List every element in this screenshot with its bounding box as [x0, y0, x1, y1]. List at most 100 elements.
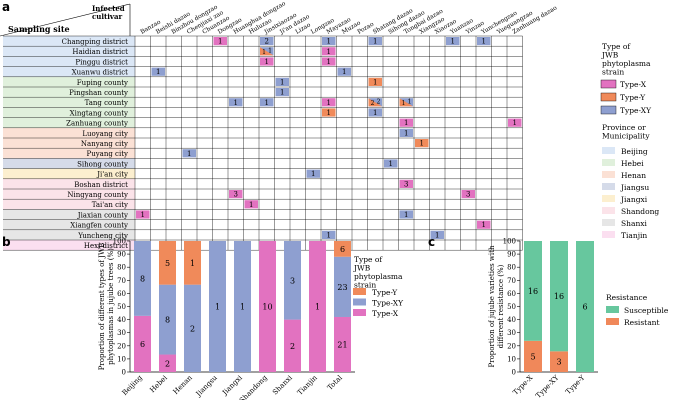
legend-label: Type-X: [620, 80, 647, 89]
y-tick-label: 90: [117, 251, 126, 259]
bar-value-label: 1: [190, 259, 195, 268]
bar-value-label: 3: [556, 358, 561, 367]
bar-value-label: 2: [165, 359, 170, 368]
panel-a-label: a: [2, 0, 10, 14]
bar-value-label: 1: [240, 303, 245, 312]
cell-value: 1: [265, 58, 269, 66]
site-row-bg: [3, 107, 135, 118]
y-tick-label: 70: [507, 277, 516, 285]
site-label: Pinggu district: [75, 58, 128, 66]
bar-segment-XY: [209, 241, 226, 372]
bar-segment-X: [134, 315, 151, 372]
cell-XY: [229, 98, 243, 107]
cell-split-bg: [399, 98, 413, 107]
y-tick-label: 20: [117, 342, 126, 350]
cell-value: 1: [249, 201, 253, 209]
bar-value-label: 16: [554, 292, 564, 301]
cell-value: 1: [482, 221, 486, 229]
bar-segment-XY: [159, 284, 176, 355]
corner-diagonal: [0, 3, 131, 37]
cell-value: 1: [311, 170, 315, 178]
cell-value: 3: [234, 191, 238, 199]
y-tick-label: 40: [117, 316, 126, 324]
cell-value: 1: [265, 99, 269, 107]
y-axis-label: Proportion of jujube varieties withdiffe…: [488, 245, 505, 367]
cell-X: [399, 118, 413, 127]
legend-label: Shanxi: [621, 219, 647, 228]
bar-value-label: 3: [290, 276, 295, 285]
bar-segment-susceptible: [524, 241, 542, 341]
bar-segment-XY: [134, 241, 151, 316]
cell-value: 1: [402, 100, 406, 107]
legend-label: Susceptible: [624, 306, 669, 315]
legend-swatch-Y: [600, 92, 617, 102]
site-label: Tang county: [85, 99, 128, 107]
bar-segment-susceptible: [576, 241, 594, 372]
cell-value: 1: [262, 49, 266, 56]
y-tick-label: 0: [122, 369, 126, 377]
cell-X: [508, 118, 522, 127]
site-label: Hexi district: [84, 242, 128, 250]
site-row-bg: [3, 46, 135, 57]
cell-value: 1: [268, 48, 272, 55]
site-label: Nanyang city: [81, 140, 128, 148]
x-tick-label: Shanxi: [271, 373, 294, 396]
y-tick-label: 60: [117, 290, 126, 298]
site-label: Haidian district: [72, 48, 128, 56]
corner-cultivar-label: Infected cultivar: [92, 4, 125, 21]
site-label: Fuping county: [77, 79, 128, 87]
site-row-bg: [3, 158, 135, 169]
cell-XY: [306, 169, 320, 178]
legend-label: Type-Y: [372, 288, 398, 297]
legend-swatch-province: [602, 231, 615, 238]
site-label: Xiangfen county: [70, 222, 128, 230]
x-tick-label: Tianjin: [296, 373, 319, 396]
cell-value: 1: [435, 231, 439, 239]
cell-Y: [322, 108, 336, 117]
x-tick-label: Shandong: [238, 373, 269, 400]
y-tick-label: 30: [507, 329, 516, 337]
site-row-bg: [3, 138, 135, 149]
x-tick-label: Jiangxi: [220, 373, 244, 397]
cell-XY: [368, 108, 382, 117]
cell-value: 2: [371, 100, 375, 107]
site-row-bg: [3, 66, 135, 77]
legend-swatch-XY: [353, 298, 366, 306]
legend-label: Beijing: [621, 147, 648, 156]
cell-value: 3: [466, 191, 470, 199]
x-tick-label: Type-XY: [534, 373, 560, 399]
cell-value: 1: [327, 48, 331, 56]
legend-swatch-province: [602, 147, 615, 154]
y-axis-label: Proportion of different types of JWBphyt…: [98, 243, 115, 371]
site-label: Zanhuang county: [66, 120, 128, 128]
site-row-bg: [3, 76, 135, 87]
cell-XY: [275, 88, 289, 97]
bar-segment-XY: [184, 284, 201, 372]
bar-segment-XY: [234, 241, 251, 372]
cell-split-bg: [368, 98, 382, 107]
site-label: Boshan district: [74, 181, 128, 189]
cell-value: 2: [377, 99, 381, 106]
y-tick-label: 60: [507, 290, 516, 298]
cell-value: 1: [404, 129, 408, 137]
cell-value: 1: [513, 119, 517, 127]
cell-value: 1: [389, 160, 393, 168]
cell-value: 2: [265, 38, 269, 46]
cell-XY: [151, 67, 165, 76]
bar-value-label: 5: [530, 352, 535, 361]
legend-swatch-resistant: [606, 318, 619, 325]
cell-XY: [182, 149, 196, 158]
site-row-bg: [3, 168, 135, 179]
legend-swatch-province: [602, 207, 615, 214]
cell-value: 1: [420, 140, 424, 148]
legend-swatch-province: [602, 195, 615, 202]
bar-value-label: 16: [528, 287, 538, 296]
y-tick-label: 50: [117, 303, 126, 311]
cell-value: 1: [218, 38, 222, 46]
cell-value: 1: [327, 109, 331, 117]
cell-XY: [322, 230, 336, 239]
site-row-bg: [3, 240, 135, 251]
cell-value: 1: [482, 38, 486, 46]
legend-swatch-Y: [353, 288, 366, 295]
